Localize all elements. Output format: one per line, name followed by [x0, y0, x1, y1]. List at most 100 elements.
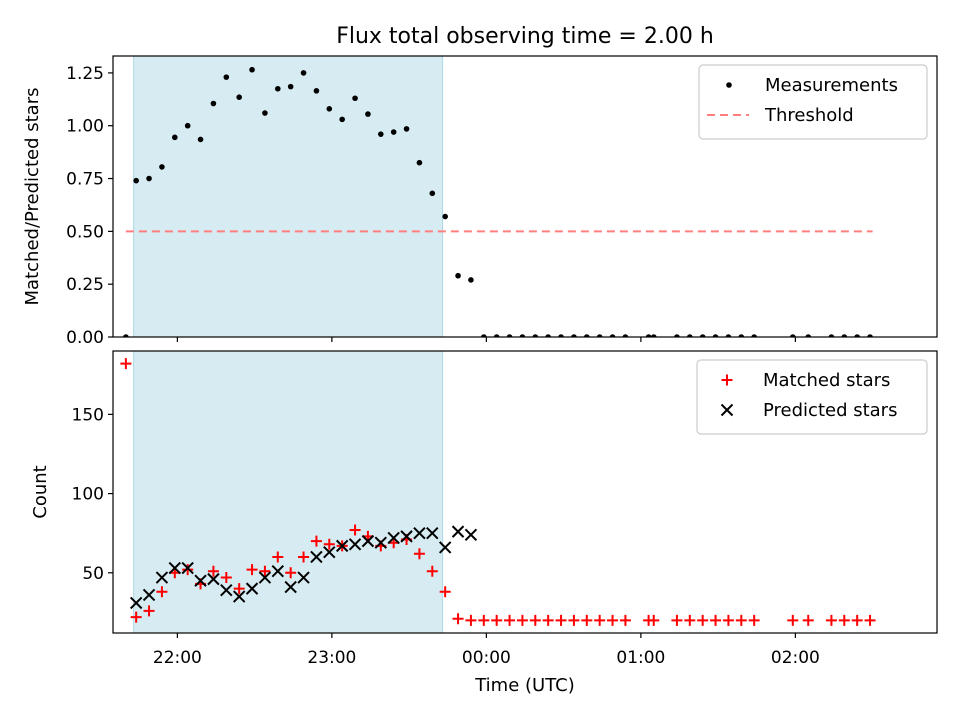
measurement-point: [468, 277, 474, 283]
matched-star-point: [323, 538, 335, 550]
x-axis-label: Time (UTC): [474, 675, 575, 696]
y-tick-label: 1.00: [66, 117, 104, 137]
matched-star-point: [298, 551, 310, 563]
measurement-point: [854, 334, 860, 337]
matched-star-point: [516, 614, 528, 626]
matched-star-point: [864, 614, 876, 626]
matched-star-point: [529, 614, 541, 626]
legend-box: [698, 64, 928, 140]
measurement-point: [300, 70, 307, 76]
legend-label: Measurements: [765, 75, 898, 96]
measurement-point: [596, 334, 603, 337]
top-panel: 0.00 0.25 0.50 0.75 1.00 1.25 Matched/Predicte…: [22, 55, 938, 348]
measurement-point: [249, 66, 255, 73]
measurement-point: [790, 334, 796, 337]
matched-star-point: [735, 614, 747, 626]
legend-label: Matched stars: [763, 370, 890, 391]
measurement-point: [828, 334, 835, 337]
measurement-point: [609, 334, 616, 337]
measurement-point: [699, 334, 706, 337]
chart-title: Flux total observing time = 2.00 h: [336, 24, 714, 49]
matched-star-point: [452, 613, 464, 625]
predicted-star-point: [310, 550, 323, 564]
matched-star-point: [413, 548, 425, 560]
bottom-plot-area: [120, 351, 876, 633]
measurement-point: [645, 334, 652, 337]
x-tick-label: 22:00: [153, 648, 202, 668]
predicted-star-point: [387, 531, 400, 545]
measurement-point: [687, 334, 693, 337]
y-tick-label: 100: [72, 485, 104, 505]
measurement-point: [403, 126, 410, 132]
matched-star-point: [143, 605, 155, 617]
matched-star-point: [285, 567, 297, 579]
measurement-point: [650, 334, 657, 337]
predicted-star-point: [323, 545, 336, 559]
matched-star-point: [310, 535, 322, 547]
legend-marker-plus: [721, 374, 733, 386]
predicted-star-point: [348, 538, 362, 551]
measurement-point: [442, 213, 448, 220]
matched-star-point: [851, 614, 863, 626]
series-matched-stars: [120, 358, 876, 626]
y-tick-label: 0.25: [66, 275, 104, 295]
measurement-point: [210, 100, 217, 107]
observing-window-span: [133, 56, 444, 337]
measurement-point: [622, 334, 629, 337]
measurement-point: [738, 334, 745, 337]
measurement-point: [339, 116, 345, 123]
measurement-point: [378, 131, 384, 137]
measurement-point: [262, 110, 268, 116]
predicted-star-point: [400, 530, 413, 543]
matched-star-point: [246, 564, 258, 576]
x-tick-label: 23:00: [307, 648, 356, 668]
measurement-point: [390, 129, 397, 135]
bottom-axes-frame: [112, 350, 938, 634]
predicted-star-point: [271, 565, 285, 578]
matched-star-point: [478, 614, 490, 626]
matched-star-point: [220, 572, 232, 584]
predicted-star-point: [297, 571, 310, 584]
y-tick-label: 0.00: [66, 328, 104, 348]
top-axes-frame: [112, 55, 938, 338]
matched-star-point: [182, 564, 194, 576]
predicted-star-point: [220, 584, 233, 597]
legend-marker-x: [720, 403, 734, 417]
predicted-star-point: [361, 534, 375, 548]
matched-star-point: [838, 614, 850, 626]
matched-star-point: [130, 611, 142, 623]
measurement-point: [275, 85, 281, 92]
measurement-point: [571, 334, 577, 337]
measurement-point: [236, 94, 242, 100]
matched-star-point: [207, 565, 219, 577]
y-tick-label: 0.50: [66, 222, 104, 242]
measurement-point: [493, 334, 500, 337]
predicted-star-point: [413, 526, 426, 540]
matched-star-point: [349, 524, 361, 536]
measurement-point: [519, 334, 526, 337]
matched-star-point: [581, 614, 593, 626]
measurement-point: [751, 334, 757, 337]
measurement-point: [416, 159, 423, 166]
measurement-point: [223, 74, 230, 80]
matched-star-point: [568, 614, 580, 626]
matched-star-point: [233, 583, 245, 595]
predicted-star-point: [335, 539, 349, 553]
matched-star-point: [748, 614, 760, 626]
measurement-point: [506, 334, 513, 337]
legend-label: Threshold: [764, 105, 854, 126]
measurement-point: [725, 334, 732, 337]
matched-star-point: [542, 614, 554, 626]
matched-star-point: [426, 565, 438, 577]
y-tick-label: 150: [72, 405, 104, 425]
measurement-point: [867, 334, 873, 337]
predicted-star-point: [426, 526, 439, 540]
matched-star-point: [272, 551, 284, 563]
matched-star-point: [465, 614, 477, 626]
matched-star-point: [787, 614, 799, 626]
measurement-point: [545, 334, 551, 337]
measurement-point: [455, 272, 461, 279]
predicted-star-point: [181, 561, 194, 575]
top-plot-area: [123, 56, 873, 337]
